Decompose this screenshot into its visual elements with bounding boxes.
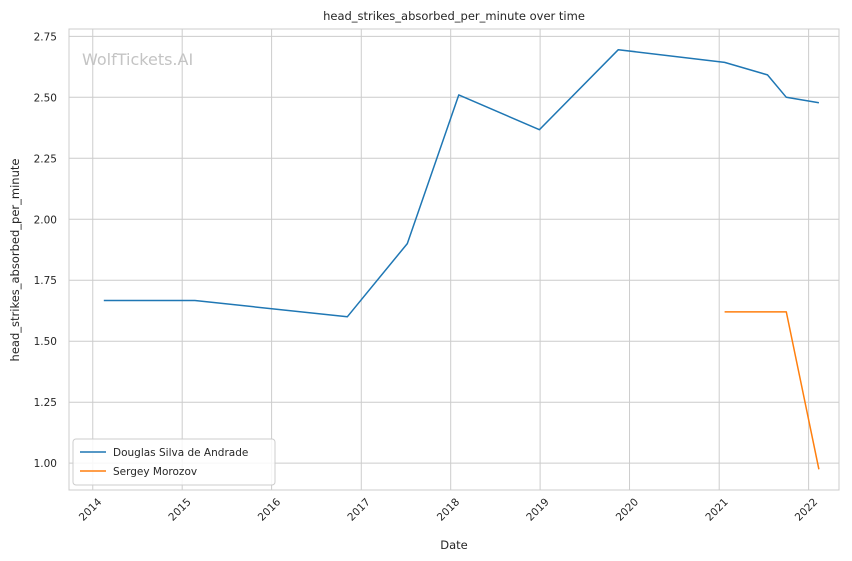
y-tick-labels: 1.00 1.25 1.50 1.75 2.00 2.25 2.50 2.75 <box>34 31 57 470</box>
legend-label-sergey: Sergey Morozov <box>113 466 197 478</box>
y-tick-label: 1.25 <box>34 397 57 409</box>
legend: Douglas Silva de Andrade Sergey Morozov <box>72 438 276 486</box>
y-axis-label: head_strikes_absorbed_per_minute <box>8 159 22 362</box>
y-tick-label: 2.00 <box>34 214 57 226</box>
y-tick-label: 1.50 <box>34 336 57 348</box>
x-tick-label: 2018 <box>435 496 462 523</box>
legend-box <box>72 438 276 486</box>
x-tick-label: 2016 <box>256 496 284 524</box>
series-line-sergey-morozov <box>724 311 820 470</box>
x-tick-label: 2017 <box>345 496 372 523</box>
x-tick-label: 2021 <box>703 496 730 523</box>
x-tick-label: 2014 <box>77 496 105 524</box>
watermark-text: WolfTickets.AI <box>82 50 193 69</box>
y-tick-label: 1.75 <box>34 275 57 287</box>
plot-area-border <box>68 28 840 491</box>
chart-title: head_strikes_absorbed_per_minute over ti… <box>323 9 585 23</box>
series-lines <box>103 48 820 470</box>
x-axis-label: Date <box>440 538 468 552</box>
x-tick-label: 2022 <box>793 496 820 523</box>
x-tick-label: 2015 <box>166 496 193 523</box>
y-tick-label: 2.25 <box>34 153 57 165</box>
series-line-douglas-silva-de-andrade <box>103 48 820 318</box>
x-tick-labels: 2014 2015 2016 2017 2018 2019 2020 2021 2022 <box>77 496 820 524</box>
x-tick-label: 2019 <box>524 496 551 523</box>
y-tick-label: 2.75 <box>34 31 57 43</box>
x-tick-label: 2020 <box>614 496 641 523</box>
y-tick-label: 1.00 <box>34 458 57 470</box>
grid-lines <box>69 29 839 490</box>
y-tick-label: 2.50 <box>34 92 57 104</box>
legend-label-douglas: Douglas Silva de Andrade <box>113 447 248 459</box>
